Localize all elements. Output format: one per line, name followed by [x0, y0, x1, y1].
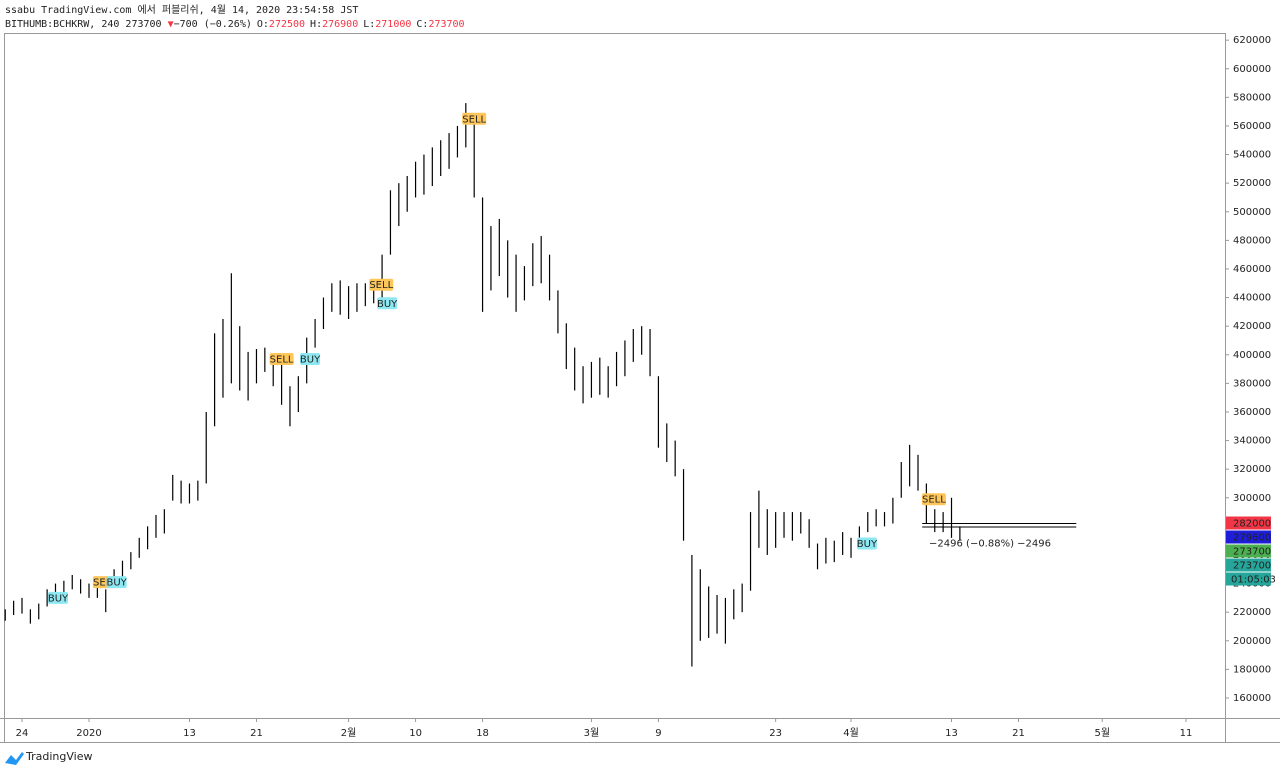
y-tick-label: 480000 [1233, 235, 1271, 246]
price-label-box [1226, 544, 1271, 558]
price-label: 279600 [1233, 533, 1271, 544]
signal-label: SELL [922, 495, 946, 506]
logo: TradingView [5, 750, 92, 765]
price-label-box [1226, 530, 1271, 544]
x-tick-label: 3월 [584, 727, 600, 739]
frame [0, 33, 1280, 743]
x-tick-label: 2020 [76, 728, 101, 739]
signal-box [106, 576, 127, 589]
ohlc-value: 276900 [322, 19, 358, 30]
price-label: 282000 [1233, 519, 1271, 530]
signal-label: SELL [462, 114, 486, 125]
signal-label: SELL [93, 578, 117, 589]
x-tick-label: 11 [1180, 728, 1193, 739]
y-tick-label: 200000 [1233, 636, 1271, 647]
x-tick-label: 13 [183, 728, 196, 739]
signal-box [462, 112, 487, 125]
y-tick-label: 400000 [1233, 350, 1271, 361]
y-tick-label: 180000 [1233, 664, 1271, 675]
y-tick-label: 420000 [1233, 321, 1271, 332]
logo-text: TradingView [25, 750, 92, 763]
ohlc-value: 272500 [269, 19, 305, 30]
y-tick-label: 300000 [1233, 493, 1271, 504]
signal-label: SELL [270, 355, 294, 366]
y-tick-label: 440000 [1233, 293, 1271, 304]
signal-box [377, 297, 398, 310]
signal-box [369, 278, 394, 291]
last-price: 273700 [125, 19, 161, 30]
y-tick-label: 560000 [1233, 121, 1271, 132]
price-label-box [1226, 558, 1271, 572]
x-tick-label: 21 [250, 728, 263, 739]
signal-label: BUY [106, 578, 127, 589]
signal-box [48, 591, 69, 604]
y-tick-label: 540000 [1233, 150, 1271, 161]
y-tick-label: 340000 [1233, 436, 1271, 447]
y-tick-label: 580000 [1233, 92, 1271, 103]
symbol-line: BITHUMB:BCHKRW, 240 273700 ▼−700 (−0.26%… [5, 19, 465, 30]
y-tick-label: 160000 [1233, 693, 1271, 704]
ohlc-value: 273700 [428, 19, 464, 30]
countdown-box [1226, 572, 1271, 586]
signal-label: BUY [48, 593, 69, 604]
y-tick-label: 620000 [1233, 35, 1271, 46]
signal-box [856, 537, 877, 550]
y-tick-label: 500000 [1233, 207, 1271, 218]
y-tick-label: 220000 [1233, 607, 1271, 618]
measure-label: −2496 (−0.88%) −2496 [929, 539, 1051, 550]
x-tick-label: 24 [16, 728, 29, 739]
y-tick-label: 600000 [1233, 64, 1271, 75]
x-tick-label: 21 [1012, 728, 1025, 739]
y-tick-label: 320000 [1233, 464, 1271, 475]
y-tick-label: 520000 [1233, 178, 1271, 189]
x-tick-label: 4월 [843, 727, 859, 739]
signal-box [269, 353, 294, 366]
x-tick-label: 13 [945, 728, 958, 739]
ohlc-key: H: [310, 19, 322, 30]
ohlc-key: C: [416, 19, 428, 30]
x-tick-label: 2월 [341, 727, 357, 739]
countdown: 01:05:03 [1231, 575, 1276, 586]
y-tick-label: 460000 [1233, 264, 1271, 275]
symbol: BITHUMB:BCHKRW, 240 [5, 19, 119, 30]
down-arrow: ▼ [162, 19, 174, 30]
x-tick-label: 9 [655, 728, 661, 739]
x-tick-label: 23 [769, 728, 782, 739]
price-label: 273700 [1233, 561, 1271, 572]
x-tick-label: 18 [476, 728, 489, 739]
signal-label: BUY [300, 355, 321, 366]
price-label: 273700 [1233, 547, 1271, 558]
signal-label: BUY [857, 539, 878, 550]
signal-box [921, 493, 946, 506]
ohlc-key: O: [257, 19, 269, 30]
y-tick-label: 360000 [1233, 407, 1271, 418]
x-tick-label: 10 [409, 728, 422, 739]
ohlc-value: 271000 [375, 19, 411, 30]
x-tick-label: 5월 [1094, 727, 1110, 739]
signal-label: SELL [369, 280, 393, 291]
publisher: ssabu TradingView.com 에서 퍼블리쉬, 4월 14, 20… [5, 4, 358, 16]
ohlc-key: L: [363, 19, 375, 30]
y-tick-label: 380000 [1233, 378, 1271, 389]
change: −700 (−0.26%) [174, 19, 252, 30]
signal-label: BUY [377, 299, 398, 310]
price-label-box [1226, 516, 1271, 530]
logo-icon [5, 752, 24, 765]
signal-box [300, 353, 321, 366]
